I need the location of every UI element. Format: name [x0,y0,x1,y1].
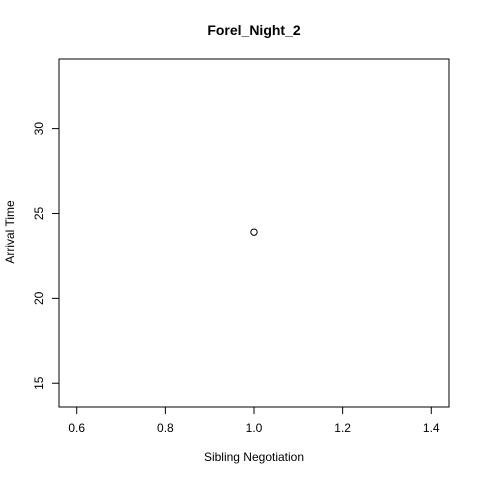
y-tick-label: 20 [32,291,46,305]
x-tick-label: 1.4 [423,421,440,435]
chart-title: Forel_Night_2 [207,22,301,38]
x-tick-label: 1.2 [334,421,351,435]
x-axis-label: Sibling Negotiation [204,450,304,464]
y-axis-label: Arrival Time [3,200,17,264]
y-tick-label: 30 [32,122,46,136]
x-axis: 0.6 0.8 1.0 1.2 1.4 [68,406,440,435]
y-tick-label: 25 [32,206,46,220]
y-tick-label: 15 [32,376,46,390]
x-tick-label: 1.0 [246,421,263,435]
y-axis: 15 20 25 30 [32,122,60,390]
x-tick-label: 0.6 [68,421,85,435]
data-points [250,228,258,236]
x-tick-label: 0.8 [157,421,174,435]
data-point [250,228,258,236]
